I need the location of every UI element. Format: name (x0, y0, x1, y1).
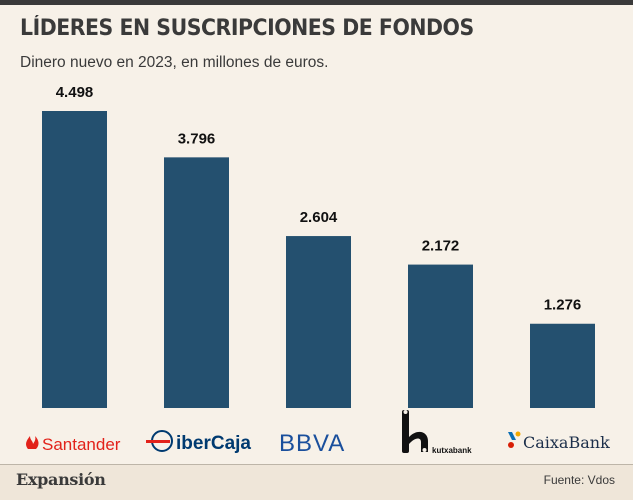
value-label-santander: 4.498 (56, 84, 94, 101)
value-label-caixabank: 1.276 (544, 297, 582, 314)
source-note: Fuente: Vdos (543, 473, 615, 487)
chart-title: LÍDERES EN SUSCRIPCIONES DE FONDOS (20, 16, 474, 41)
santander-wordmark: Santander (42, 435, 121, 454)
ibercaja-wordmark: iberCaja (176, 433, 251, 454)
chart-subtitle: Dinero nuevo en 2023, en millones de eur… (20, 54, 329, 71)
caixabank-wordmark: CaixaBank (523, 433, 610, 452)
kutxabank-logo: kutxabank (402, 410, 472, 455)
bar-bbva (286, 236, 351, 408)
bar-kutxabank (408, 264, 473, 408)
publisher-brand: Expansión (16, 470, 106, 489)
footer-rule (0, 464, 633, 465)
bar-ibercaja (164, 157, 229, 408)
bbva-logo: BBVA (279, 430, 345, 457)
santander-flame-icon (26, 436, 39, 449)
ibercaja-globe-icon (146, 430, 173, 452)
top-rule (0, 0, 633, 5)
caixabank-logo: CaixaBank (508, 431, 610, 452)
caixabank-star-icon (508, 431, 521, 448)
kutxabank-k-icon (402, 410, 428, 453)
value-label-kutxabank: 2.172 (422, 238, 460, 255)
bbva-wordmark: BBVA (279, 430, 345, 457)
value-label-ibercaja: 3.796 (178, 130, 216, 147)
ibercaja-logo: iberCaja (146, 430, 251, 454)
santander-logo: Santander (26, 435, 121, 454)
bar-caixabank (530, 323, 595, 408)
kutxabank-wordmark: kutxabank (432, 446, 472, 455)
value-label-bbva: 2.604 (300, 209, 338, 226)
bar-santander (42, 111, 107, 408)
footer-bar (0, 465, 633, 500)
bar-chart: 4.498 3.796 2.604 2.172 1.276 Santander iber… (26, 84, 610, 457)
